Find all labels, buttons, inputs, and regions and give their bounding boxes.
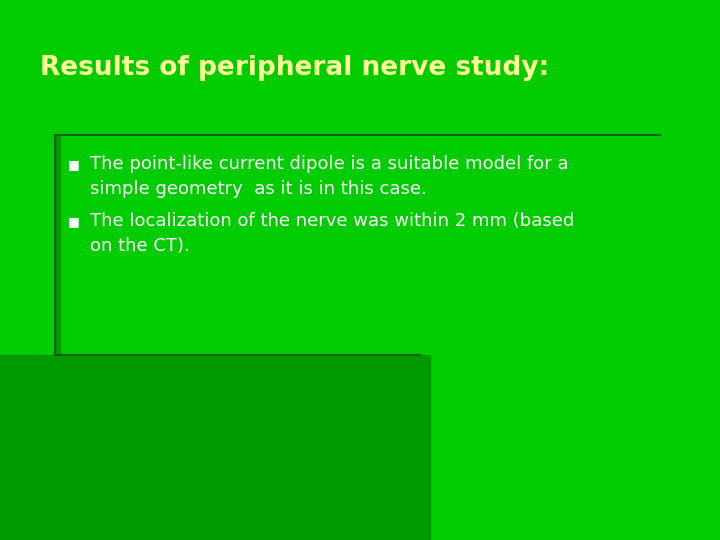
Text: simple geometry  as it is in this case.: simple geometry as it is in this case. (90, 180, 427, 198)
Bar (55, 135, 60, 445)
Text: on the CT).: on the CT). (90, 237, 190, 255)
Bar (0, 355, 430, 540)
Text: ■: ■ (68, 158, 80, 171)
Text: Results of peripheral nerve study:: Results of peripheral nerve study: (40, 55, 549, 81)
Text: The localization of the nerve was within 2 mm (based: The localization of the nerve was within… (90, 212, 575, 230)
Text: The point-like current dipole is a suitable model for a: The point-like current dipole is a suita… (90, 155, 569, 173)
Text: ■: ■ (68, 215, 80, 228)
